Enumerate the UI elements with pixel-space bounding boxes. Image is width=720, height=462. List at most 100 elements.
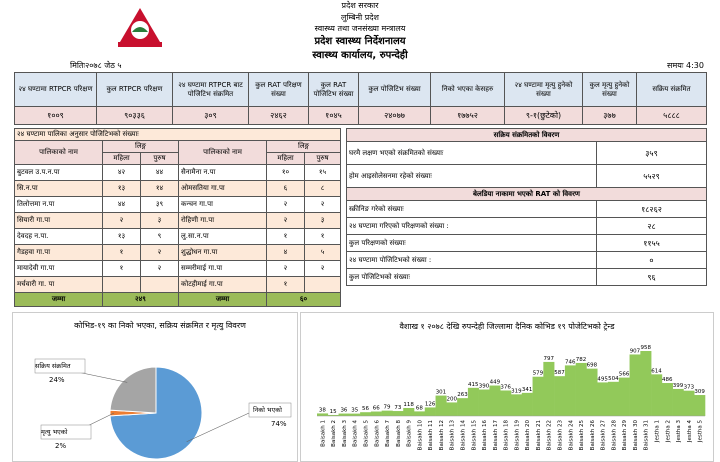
x-tick-label: Baisakh 13 <box>450 420 456 451</box>
x-tick-label: Jestha 3 <box>676 420 682 444</box>
detail-value: ५५२९ <box>595 164 708 188</box>
trend-value-label: 614 <box>651 368 662 374</box>
x-tick-label: Baisakh 16 <box>482 420 488 451</box>
summary-value: २४०७७ <box>358 106 431 125</box>
trend-value-label: 126 <box>425 401 436 407</box>
palika-total-row: जम्मा २४९ जम्मा ६० <box>14 292 342 307</box>
summary-value: १०४५ <box>308 106 359 125</box>
palika-name-header: पालिकाको नाम <box>14 140 103 165</box>
detail-value: ० <box>595 251 708 269</box>
male-header: पुरुष <box>140 152 179 165</box>
header-line: प्रदेश स्वास्थ्य निर्देशनालय <box>314 36 406 47</box>
header-line: लुम्बिनी प्रदेश <box>341 13 379 22</box>
gender-header: लिङ्ग <box>265 140 342 153</box>
trend-bar <box>457 398 469 416</box>
palika-count: १५ <box>303 164 342 181</box>
detail-label: होम आइसोलेसनमा रहेको संख्याः <box>346 164 597 188</box>
palika-name-header: पालिकाको नाम <box>178 140 267 165</box>
trend-value-label: 486 <box>662 377 673 383</box>
trend-bar <box>435 395 447 416</box>
palika-name: मर्चवारी गा. पा <box>14 276 103 293</box>
x-tick-label: Baisakh 19 <box>514 420 520 451</box>
palika-row: देवदह न.पा. १३ ९ लु.सा.न.पा १ १ <box>14 228 342 245</box>
palika-count: ३ <box>303 212 342 229</box>
palika-name: रोहिणी गा.पा <box>178 212 267 229</box>
trend-value-label: 579 <box>533 371 544 377</box>
detail-label: घरमै लक्षण भएको संक्रमितको संख्याः <box>346 141 597 165</box>
leader-line <box>186 412 250 443</box>
summary-header: कुल RAT परिक्षण संख्या <box>248 72 309 107</box>
palika-title: २४ घण्टामा पालिका अनुसार पोजिटिभको संख्य… <box>13 128 342 141</box>
summary-value: ९०३३६ <box>96 106 173 125</box>
report-time: समयः 4:30 <box>667 61 704 70</box>
trend-value-label: 399 <box>673 383 684 389</box>
palika-count: ४४ <box>102 196 141 213</box>
pie-label: सक्रिय संक्रमित <box>35 362 71 370</box>
summary-value: ३७७ <box>582 106 637 125</box>
detail-value: ९६ <box>595 268 708 286</box>
palika-name: ओमसतिया गा.पा <box>178 180 267 197</box>
trend-bar <box>651 374 663 416</box>
palika-count: १ <box>303 228 342 245</box>
summary-value: ५८८८ <box>636 106 707 125</box>
palika-count: २ <box>140 260 179 277</box>
total-label: जम्मा <box>14 292 103 307</box>
trend-value-label: 782 <box>576 357 587 363</box>
palika-count: २ <box>266 196 305 213</box>
palika-name: सैनामैना न.पा <box>178 164 267 181</box>
trend-bar <box>489 385 501 416</box>
trend-value-label: 566 <box>619 372 630 378</box>
total-value: ६० <box>265 292 342 307</box>
x-tick-label: Baisakh 27 <box>601 420 607 451</box>
detail-row: कुल परिक्षणको संख्याः ११५५ <box>346 234 708 252</box>
x-tick-label: Baisakh 6 <box>374 420 380 447</box>
palika-name: कन्चन गा.पा <box>178 196 267 213</box>
summary-value: १७७५२ <box>430 106 505 125</box>
detail-table: सक्रिय संक्रमितको विवरण घरमै लक्षण भएको स… <box>345 128 708 286</box>
detail-label: २४ घण्टामा गरिएको परिक्षणको संख्या : <box>346 217 597 235</box>
palika-count: ३ <box>140 212 179 229</box>
palika-count: ३९ <box>140 196 179 213</box>
x-tick-label: Baisakh 15 <box>471 420 477 451</box>
summary-header: कुल RAT पोजिटिभ संख्या <box>308 72 359 107</box>
x-tick-label: Baisakh 20 <box>525 420 531 451</box>
x-tick-label: Baisakh 23 <box>558 420 564 451</box>
palika-name: तिलोत्तमा न.पा <box>14 196 103 213</box>
palika-count: २ <box>140 244 179 261</box>
trend-bar <box>467 387 479 416</box>
x-tick-label: Baisakh 2 <box>331 420 337 447</box>
palika-count: २ <box>266 260 305 277</box>
pie-value-label: 74% <box>271 420 287 428</box>
trend-bar <box>424 407 436 416</box>
trend-chart: वैशाख १ २०७८ देखि रुपन्देही जिल्लामा दैन… <box>300 312 714 462</box>
x-tick-label: Baisakh 28 <box>611 420 617 451</box>
trend-bar <box>392 411 404 416</box>
trend-bar <box>586 368 598 416</box>
trend-bar <box>694 395 706 416</box>
palika-name: लु.सा.न.पा <box>178 228 267 245</box>
label-box <box>34 358 86 374</box>
trend-bar <box>500 390 512 416</box>
trend-bar <box>618 377 630 416</box>
palika-row: गैडहवा गा.पा १ २ शुद्धोधन गा.पा ४ ५ <box>14 244 342 261</box>
palika-row: बुटवल उ.प.न.पा ४२ ४४ सैनामैना न.पा १० १५ <box>14 164 342 181</box>
x-tick-label: Baisakh 1 <box>320 420 326 447</box>
trend-value-label: 797 <box>543 356 554 362</box>
trend-bar <box>317 413 329 416</box>
x-tick-label: Baisakh 7 <box>385 420 391 447</box>
trend-value-label: 746 <box>565 359 576 365</box>
female-header: महिला <box>102 152 141 165</box>
summary-header: निको भएका केसहरु <box>430 72 505 107</box>
x-tick-label: Baisakh 9 <box>407 420 413 447</box>
trend-bar <box>446 402 458 416</box>
section-title-row: सक्रिय संक्रमितको विवरण <box>345 128 708 142</box>
x-tick-label: Baisakh 30 <box>633 420 639 451</box>
x-tick-label: Baisakh 18 <box>504 420 510 451</box>
x-tick-label: Baisakh 4 <box>353 420 359 447</box>
trend-value-label: 376 <box>500 384 511 390</box>
detail-label: स्क्रीनिङ गरेको संख्याः <box>346 200 597 218</box>
detail-label: कुल पोजिटिभको संख्याः <box>346 268 597 286</box>
pie-title: कोभिड-१९ का निको भएका, सक्रिय संक्रमित र… <box>74 321 246 330</box>
trend-value-label: 56 <box>362 406 369 412</box>
